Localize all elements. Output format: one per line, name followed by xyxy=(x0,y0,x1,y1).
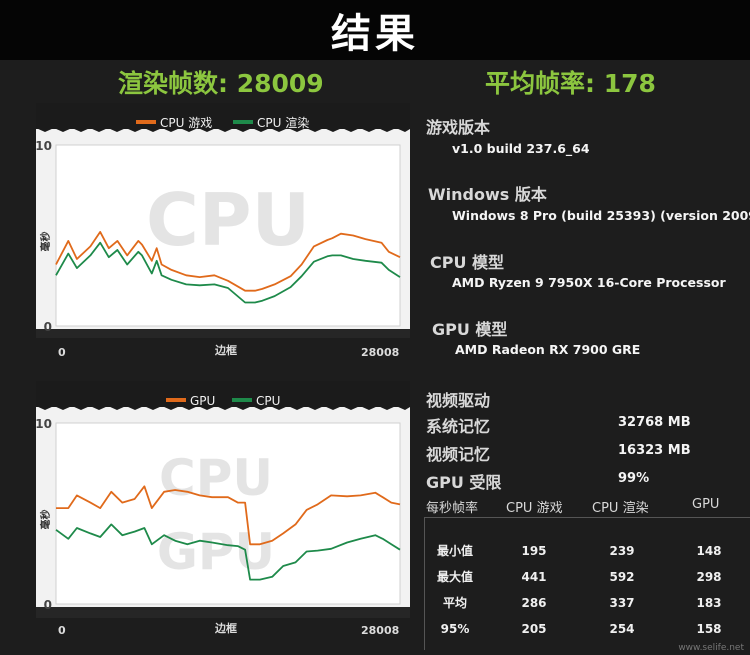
legend-swatch xyxy=(136,120,156,124)
ytick-label: 10 xyxy=(36,139,52,153)
gpu-frametime-chart-svg: CPU GPU 10 0 毫秒 GPU CPU xyxy=(36,381,410,618)
fps-cell-gpu: 183 xyxy=(696,596,722,610)
gpu-frametime-chart: CPU GPU 10 0 毫秒 GPU CPU xyxy=(36,381,410,618)
gpu-model-value: AMD Radeon RX 7900 GRE xyxy=(455,342,641,357)
chart-watermark-top: CPU xyxy=(159,449,273,507)
legend-label: CPU xyxy=(256,394,280,408)
windows-version-label: Windows 版本 xyxy=(428,185,547,204)
series-line-green xyxy=(55,523,401,581)
average-fps-stat: 平均帧率: 178 xyxy=(485,69,656,98)
fps-row-95pct: 95% 205 254 158 xyxy=(425,616,750,642)
gpu-model-label: GPU 模型 xyxy=(432,320,508,339)
ylabel: 毫秒 xyxy=(39,232,52,252)
legend-swatch xyxy=(166,398,186,402)
system-memory-label: 系统记忆 xyxy=(426,417,491,436)
fps-row-label: 最小值 xyxy=(436,544,473,558)
ytick-label: 0 xyxy=(44,320,52,334)
chart1-xtick-start: 0 xyxy=(58,346,66,359)
fps-header-cpu-game: CPU 游戏 xyxy=(506,501,563,516)
chart-watermark-bottom: GPU xyxy=(157,523,275,581)
fps-cell-gpu: 158 xyxy=(696,622,722,636)
fps-cell-gpu: 148 xyxy=(696,544,722,558)
legend-label: GPU xyxy=(190,394,215,408)
fps-table: 最小值 195 239 148 最大值 441 592 298 平均 286 3… xyxy=(424,517,750,650)
legend-label: CPU 渲染 xyxy=(257,115,309,130)
chart1-xtick-end: 28008 xyxy=(361,346,400,359)
windows-version-value: Windows 8 Pro (build 25393) (version 200… xyxy=(452,208,750,223)
cpu-frametime-chart-svg: CPU 10 0 毫秒 CPU 游戏 CPU 渲染 xyxy=(36,103,410,338)
gpu-bound-label: GPU 受限 xyxy=(426,473,502,492)
fps-cell-cpu-render: 337 xyxy=(609,596,635,610)
fps-row-average: 平均 286 337 183 xyxy=(425,590,750,616)
ytick-label: 10 xyxy=(36,417,52,431)
cpu-frametime-chart: CPU 10 0 毫秒 CPU 游戏 CPU 渲染 xyxy=(36,103,410,338)
fps-row-min: 最小值 195 239 148 xyxy=(425,538,750,564)
series-line-orange xyxy=(56,485,401,546)
game-version-label: 游戏版本 xyxy=(426,118,491,137)
fps-cell-cpu-game: 195 xyxy=(521,544,547,558)
fps-cell-cpu-game: 286 xyxy=(521,596,547,610)
fps-row-max: 最大值 441 592 298 xyxy=(425,564,750,590)
fps-header-label: 每秒帧率 xyxy=(426,501,479,516)
cpu-model-value: AMD Ryzen 9 7950X 16-Core Processor xyxy=(452,275,726,290)
video-memory-value: 16323 MB xyxy=(618,443,691,458)
legend-band-edge xyxy=(36,381,410,410)
chart2-xlabel: 边框 xyxy=(215,622,237,635)
title-bar: 结果 xyxy=(0,0,750,60)
plot-area xyxy=(55,422,401,605)
legend-swatch xyxy=(233,120,253,124)
ylabel: 毫秒 xyxy=(39,510,52,530)
chart2-xtick-start: 0 xyxy=(58,624,66,637)
fps-row-label: 平均 xyxy=(442,596,467,610)
fps-cell-cpu-render: 239 xyxy=(609,544,635,558)
fps-header-gpu: GPU xyxy=(692,497,720,512)
chart-watermark: CPU xyxy=(146,178,310,262)
legend-band-edge xyxy=(36,103,410,132)
chart2-xtick-end: 28008 xyxy=(361,624,400,637)
video-memory-label: 视频记忆 xyxy=(426,445,491,464)
chart1-xlabel: 边框 xyxy=(215,344,237,357)
fps-cell-gpu: 298 xyxy=(696,570,722,584)
page-title: 结果 xyxy=(331,11,419,57)
game-version-value: v1.0 build 237.6_64 xyxy=(452,141,590,156)
xaxis-band xyxy=(36,607,410,618)
gpu-bound-value: 99% xyxy=(618,471,650,486)
legend-label: CPU 游戏 xyxy=(160,116,212,130)
cpu-model-label: CPU 模型 xyxy=(430,253,505,272)
plot-area xyxy=(55,144,401,327)
series-line-orange xyxy=(55,231,401,292)
xaxis-band xyxy=(36,329,410,338)
site-watermark: www.selife.net xyxy=(678,643,744,653)
fps-cell-cpu-game: 441 xyxy=(521,570,547,584)
video-driver-label: 视频驱动 xyxy=(426,391,491,410)
rendered-frames-stat: 渲染帧数: 28009 xyxy=(118,69,324,98)
series-line-green xyxy=(55,241,401,304)
legend-swatch xyxy=(232,398,252,402)
system-memory-value: 32768 MB xyxy=(618,415,691,430)
fps-row-label: 最大值 xyxy=(436,570,473,584)
fps-row-label: 95% xyxy=(440,622,470,636)
fps-cell-cpu-render: 254 xyxy=(609,622,635,636)
fps-header-cpu-render: CPU 渲染 xyxy=(592,501,649,516)
ytick-label: 0 xyxy=(44,598,52,612)
fps-cell-cpu-render: 592 xyxy=(609,570,635,584)
fps-cell-cpu-game: 205 xyxy=(521,622,547,636)
